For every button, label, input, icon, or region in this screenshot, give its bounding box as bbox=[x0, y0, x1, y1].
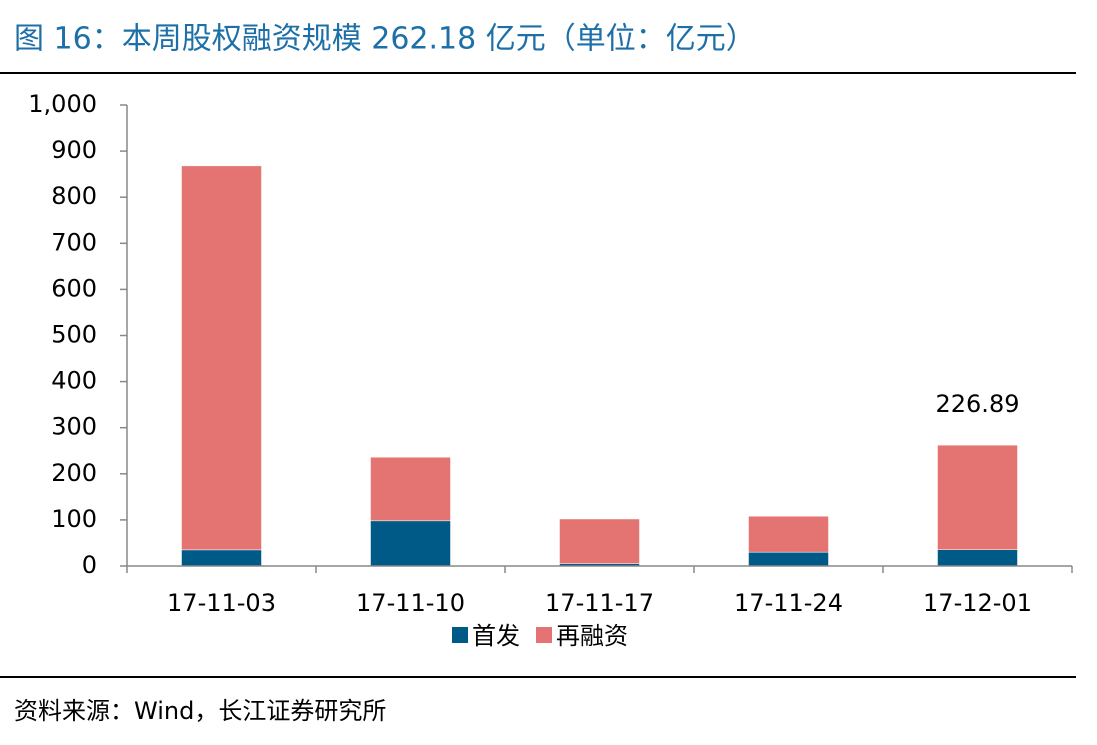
x-tick-label: 17-11-17 bbox=[545, 589, 654, 617]
y-tick-label: 800 bbox=[51, 182, 97, 210]
y-tick-label: 500 bbox=[51, 321, 97, 349]
chart-title: 图 16：本周股权融资规模 262.18 亿元（单位：亿元） bbox=[14, 22, 756, 57]
x-tick-label: 17-11-03 bbox=[167, 589, 276, 617]
y-tick-label: 700 bbox=[51, 228, 97, 256]
y-tick-label: 900 bbox=[51, 136, 97, 164]
bar-segment bbox=[181, 165, 262, 551]
y-tick-label: 600 bbox=[51, 274, 97, 302]
bar-segment bbox=[370, 456, 451, 522]
legend-label: 首发 bbox=[472, 622, 520, 650]
legend-swatch bbox=[536, 627, 552, 643]
bar-segment bbox=[748, 515, 829, 553]
x-tick-label: 17-11-10 bbox=[356, 589, 465, 617]
y-tick-label: 100 bbox=[51, 505, 97, 533]
bar-segment bbox=[181, 549, 262, 567]
y-tick-label: 400 bbox=[51, 367, 97, 395]
bar-segment bbox=[559, 518, 640, 564]
source: 资料来源：Wind，长江证券研究所 bbox=[14, 697, 386, 725]
legend-swatch bbox=[452, 627, 468, 643]
data-label: 226.89 bbox=[936, 390, 1020, 418]
x-tick-label: 17-11-24 bbox=[734, 589, 843, 617]
bar-segment bbox=[937, 444, 1018, 550]
y-tick-label: 1,000 bbox=[28, 90, 97, 118]
y-tick-label: 300 bbox=[51, 413, 97, 441]
bar-segment bbox=[937, 549, 1018, 567]
y-tick-label: 0 bbox=[82, 551, 97, 579]
y-tick-label: 200 bbox=[51, 459, 97, 487]
bar-segment bbox=[370, 520, 451, 567]
legend-label: 再融资 bbox=[556, 622, 628, 650]
bar-segment bbox=[748, 551, 829, 567]
x-tick-label: 17-12-01 bbox=[923, 589, 1032, 617]
